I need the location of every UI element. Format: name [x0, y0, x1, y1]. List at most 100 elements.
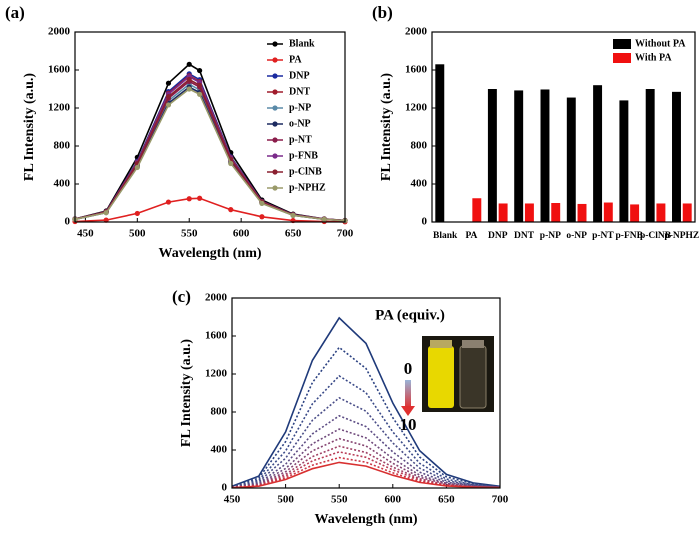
legend-label: p-NPHZ	[289, 182, 326, 193]
series-line	[231, 316, 501, 488]
legend-label: o-NP	[289, 118, 311, 129]
y-tick-label: 2000	[205, 292, 228, 304]
series-line	[74, 197, 346, 223]
x-tick-label: 550	[181, 228, 198, 240]
y-tick-label: 0	[222, 482, 228, 494]
data-point	[165, 199, 172, 205]
legend-marker	[272, 169, 278, 175]
annotation: PA (equiv.)	[375, 307, 445, 323]
annotation: 10	[400, 415, 417, 434]
legend-marker	[272, 89, 278, 95]
bar	[524, 203, 534, 222]
legend-label: p-NP	[289, 102, 311, 113]
y-tick-label: 800	[211, 406, 228, 418]
x-tick-label: p-NT	[592, 231, 614, 241]
x-tick-label: PA	[465, 231, 477, 241]
data-point	[165, 94, 172, 100]
x-tick-label: 650	[285, 228, 302, 240]
x-axis-label: Wavelength (nm)	[314, 512, 417, 527]
bar	[672, 91, 681, 222]
data-point	[134, 210, 140, 217]
y-tick-label: 1200	[205, 368, 228, 380]
x-tick-label: 700	[337, 228, 354, 240]
y-tick-label: 1200	[48, 102, 71, 114]
legend-label: PA	[289, 54, 302, 65]
plot-frame	[231, 297, 501, 489]
x-tick-label: DNT	[514, 231, 535, 241]
y-tick-label: 800	[411, 140, 428, 152]
y-tick-label: 400	[54, 178, 71, 190]
y-axis-label: FL Intensity (a.u.)	[379, 73, 394, 181]
bar	[630, 204, 640, 222]
y-tick-label: 1200	[405, 102, 428, 114]
y-tick-label: 400	[411, 178, 428, 190]
panel-label: (a)	[5, 3, 25, 22]
legend-label: DNT	[289, 86, 310, 97]
legend-marker	[272, 41, 278, 47]
y-tick-label: 400	[211, 444, 228, 456]
series-line	[231, 414, 501, 488]
series-line	[231, 461, 501, 489]
bar	[656, 203, 666, 222]
legend-marker	[272, 185, 278, 191]
x-tick-label: p-FNB	[616, 231, 644, 241]
x-tick-label: p-NP	[540, 231, 561, 241]
data-point	[228, 207, 234, 213]
bar	[566, 97, 576, 222]
x-tick-label: 600	[233, 228, 250, 240]
data-point	[103, 210, 109, 216]
legend-label: DNP	[289, 70, 310, 81]
y-tick-label: 1600	[205, 330, 228, 342]
x-tick-label: 600	[385, 494, 402, 506]
series-line	[231, 374, 501, 488]
legend-label: Blank	[289, 38, 315, 49]
bar	[540, 89, 550, 222]
series-line	[231, 428, 501, 489]
data-point	[165, 80, 172, 86]
data-point	[165, 102, 172, 108]
x-tick-label: p-ClNB	[640, 231, 672, 241]
data-point	[197, 91, 203, 97]
x-tick-label: 550	[331, 494, 348, 506]
data-point	[134, 164, 140, 171]
x-tick-label: 500	[129, 228, 146, 240]
y-tick-label: 800	[54, 140, 71, 152]
data-point	[103, 217, 109, 223]
bar	[645, 89, 655, 222]
y-tick-label: 2000	[405, 26, 428, 38]
data-point	[321, 216, 327, 222]
data-point	[186, 76, 192, 83]
data-point	[186, 61, 192, 67]
plot-frame	[431, 31, 696, 223]
data-point	[290, 212, 296, 218]
x-tick-label: Blank	[433, 231, 458, 241]
legend-marker	[272, 153, 278, 159]
legend-marker	[272, 57, 278, 63]
data-point	[197, 82, 203, 88]
x-tick-label: 500	[277, 494, 294, 506]
y-axis-label: FL Intensity (a.u.)	[179, 339, 194, 447]
annotation: 0	[404, 359, 413, 378]
bar	[619, 100, 629, 222]
vial-photo	[422, 336, 494, 412]
legend-marker	[272, 105, 278, 111]
data-point	[228, 160, 234, 167]
bar	[487, 89, 497, 222]
gradient-arrow-head	[401, 406, 415, 416]
y-tick-label: 2000	[48, 26, 71, 38]
legend-marker	[272, 137, 278, 143]
data-point	[259, 200, 265, 206]
x-tick-label: p-NPHZ	[664, 231, 699, 241]
legend-marker	[272, 73, 278, 79]
legend-label: p-ClNB	[289, 166, 322, 177]
y-tick-label: 0	[65, 216, 71, 228]
bar	[577, 203, 587, 222]
legend-label: p-NT	[289, 134, 312, 145]
series-line	[231, 346, 501, 488]
legend-label: With PA	[635, 52, 672, 63]
legend-swatch	[613, 39, 631, 49]
x-tick-label: 700	[492, 494, 509, 506]
x-tick-label: DNP	[488, 231, 508, 241]
y-tick-label: 0	[422, 216, 428, 228]
